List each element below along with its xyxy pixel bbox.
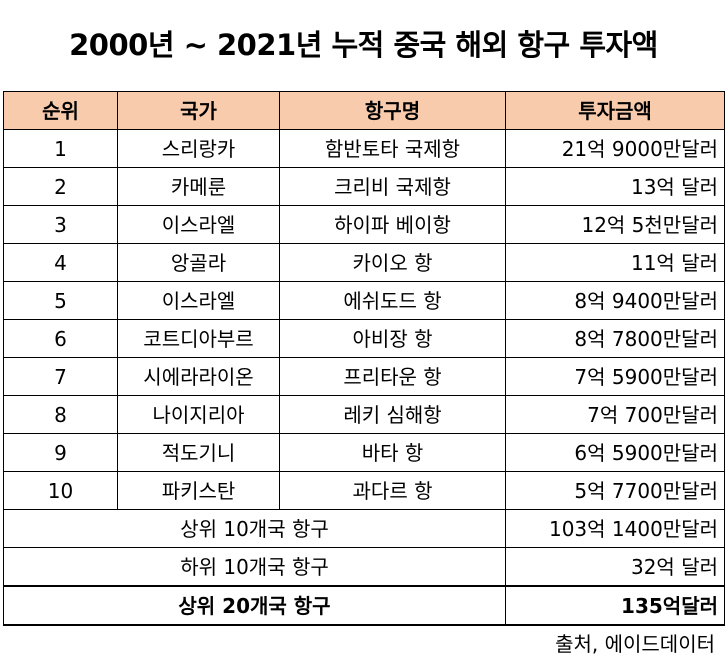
port-cell: 에쉬도드 항 [279, 281, 506, 320]
total-row: 상위 20개국 항구 135억달러 [3, 585, 725, 626]
rank-cell: 10 [3, 471, 118, 510]
amount-cell: 8억 7800만달러 [505, 319, 725, 358]
header-rank: 순위 [3, 91, 118, 130]
port-cell: 바타 항 [279, 433, 506, 472]
amount-cell: 7억 5900만달러 [505, 357, 725, 396]
summary-label: 하위 10개국 항구 [3, 547, 506, 587]
rank-cell: 3 [3, 205, 118, 244]
table-row: 5 이스라엘 에쉬도드 항 8억 9400만달러 [3, 281, 725, 320]
page-title: 2000년 ~ 2021년 누적 중국 해외 항구 투자액 [69, 28, 658, 62]
table-header-row: 순위 국가 항구명 투자금액 [3, 91, 725, 130]
amount-cell: 13억 달러 [505, 167, 725, 206]
port-cell: 하이파 베이항 [279, 205, 506, 244]
rank-cell: 4 [3, 243, 118, 282]
total-label: 상위 20개국 항구 [3, 585, 506, 626]
amount-cell: 21억 9000만달러 [505, 129, 725, 168]
rank-cell: 1 [3, 129, 118, 168]
header-port: 항구명 [279, 91, 506, 130]
header-amount: 투자금액 [505, 91, 725, 130]
port-cell: 프리타운 항 [279, 357, 506, 396]
country-cell: 앙골라 [117, 243, 280, 282]
summary-row-top10: 상위 10개국 항구 103억 1400만달러 [3, 509, 725, 548]
country-cell: 나이지리아 [117, 395, 280, 434]
table-row: 8 나이지리아 레키 심해항 7억 700만달러 [3, 395, 725, 434]
amount-cell: 12억 5천만달러 [505, 205, 725, 244]
rank-cell: 9 [3, 433, 118, 472]
header-country: 국가 [117, 91, 280, 130]
table-row: 6 코트디아부르 아비장 항 8억 7800만달러 [3, 319, 725, 358]
country-cell: 카메룬 [117, 167, 280, 206]
port-cell: 카이오 항 [279, 243, 506, 282]
country-cell: 이스라엘 [117, 205, 280, 244]
summary-label: 상위 10개국 항구 [3, 509, 506, 548]
summary-row-bottom10: 하위 10개국 항구 32억 달러 [3, 547, 725, 587]
total-amount: 135억달러 [505, 585, 725, 626]
rank-cell: 8 [3, 395, 118, 434]
port-cell: 레키 심해항 [279, 395, 506, 434]
amount-cell: 11억 달러 [505, 243, 725, 282]
rank-cell: 6 [3, 319, 118, 358]
country-cell: 시에라라이온 [117, 357, 280, 396]
summary-amount: 32억 달러 [505, 547, 725, 587]
amount-cell: 5억 7700만달러 [505, 471, 725, 510]
country-cell: 파키스탄 [117, 471, 280, 510]
table-row: 1 스리랑카 함반토타 국제항 21억 9000만달러 [3, 129, 725, 168]
country-cell: 이스라엘 [117, 281, 280, 320]
port-cell: 크리비 국제항 [279, 167, 506, 206]
table-row: 3 이스라엘 하이파 베이항 12억 5천만달러 [3, 205, 725, 244]
rank-cell: 7 [3, 357, 118, 396]
investment-table: 순위 국가 항구명 투자금액 1 스리랑카 함반토타 국제항 21억 9000만… [3, 91, 725, 626]
country-cell: 코트디아부르 [117, 319, 280, 358]
rank-cell: 5 [3, 281, 118, 320]
port-cell: 아비장 항 [279, 319, 506, 358]
table-row: 4 앙골라 카이오 항 11억 달러 [3, 243, 725, 282]
rank-cell: 2 [3, 167, 118, 206]
amount-cell: 7억 700만달러 [505, 395, 725, 434]
amount-cell: 8억 9400만달러 [505, 281, 725, 320]
port-cell: 과다르 항 [279, 471, 506, 510]
table-row: 9 적도기니 바타 항 6억 5900만달러 [3, 433, 725, 472]
table-row: 7 시에라라이온 프리타운 항 7억 5900만달러 [3, 357, 725, 396]
amount-cell: 6억 5900만달러 [505, 433, 725, 472]
table-row: 2 카메룬 크리비 국제항 13억 달러 [3, 167, 725, 206]
summary-amount: 103억 1400만달러 [505, 509, 725, 548]
country-cell: 스리랑카 [117, 129, 280, 168]
table-row: 10 파키스탄 과다르 항 5억 7700만달러 [3, 471, 725, 510]
country-cell: 적도기니 [117, 433, 280, 472]
source-note: 출처, 에이드데이터 [555, 632, 715, 656]
port-cell: 함반토타 국제항 [279, 129, 506, 168]
